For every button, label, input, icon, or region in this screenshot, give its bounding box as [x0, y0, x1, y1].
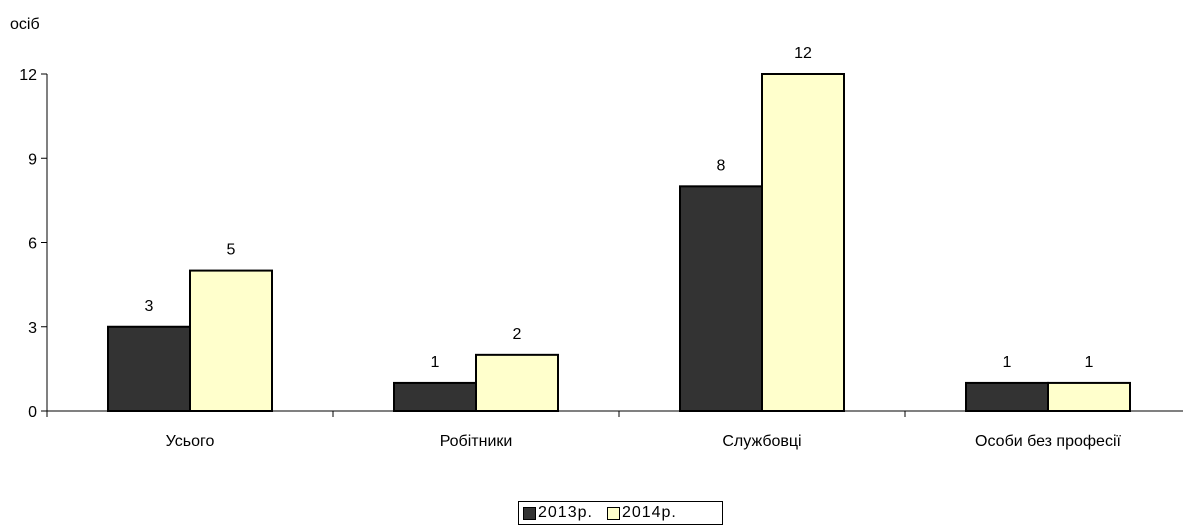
- bar-2013: [107, 325, 191, 412]
- data-label: 12: [794, 45, 812, 62]
- bar-2013: [393, 381, 477, 412]
- legend-label-2013: 2013р.: [538, 504, 593, 521]
- legend-swatch-2014: [606, 506, 620, 520]
- y-tick-label: 9: [28, 151, 37, 168]
- bar-2014: [475, 353, 559, 413]
- legend-swatch-2013: [523, 506, 536, 520]
- y-tick-label: 6: [28, 236, 37, 253]
- bar-2014: [189, 269, 273, 413]
- legend-item-2013: 2013р.: [523, 504, 593, 522]
- y-tick-label: 0: [28, 404, 37, 421]
- bar-2013: [679, 185, 763, 412]
- data-label: 1: [431, 354, 440, 371]
- data-label: 1: [1003, 354, 1012, 371]
- bar-2014: [1047, 381, 1131, 412]
- x-tick-label: Особи без професії: [975, 433, 1121, 450]
- y-axis: 0 3 6 9 12: [19, 67, 48, 421]
- x-tick-label: Усього: [166, 433, 215, 450]
- data-label: 1: [1085, 354, 1094, 371]
- bar-2013: [965, 381, 1049, 412]
- legend-label-2014: 2014р.: [621, 504, 677, 521]
- legend: 2013р. 2014р.: [518, 501, 723, 525]
- x-axis: Усього Робітники Службовці Особи без профес…: [46, 410, 1183, 450]
- y-tick-label: 3: [28, 320, 37, 337]
- bar-2014: [761, 73, 845, 412]
- x-tick-label: Робітники: [440, 433, 513, 450]
- legend-item-2014: 2014р.: [606, 504, 677, 522]
- x-tick-label: Службовці: [722, 433, 801, 450]
- data-label: 8: [717, 157, 726, 174]
- data-label: 3: [145, 298, 154, 315]
- data-label: 5: [227, 242, 236, 259]
- data-label: 2: [513, 326, 522, 343]
- y-tick-label: 12: [19, 67, 37, 84]
- y-axis-label: осіб: [10, 16, 40, 33]
